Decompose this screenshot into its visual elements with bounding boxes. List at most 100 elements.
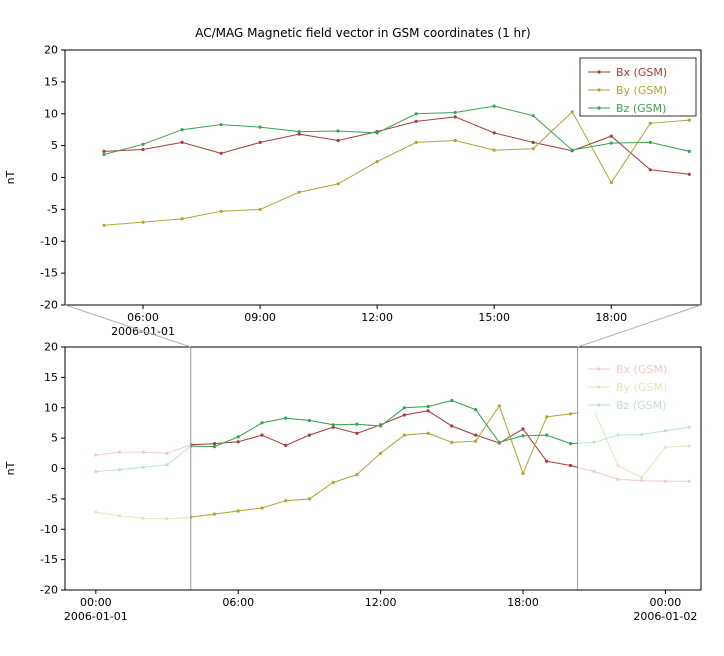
data-point-marker: [531, 140, 535, 144]
series-bz: [102, 104, 691, 157]
data-point-marker: [474, 408, 478, 412]
data-point-marker: [379, 424, 383, 428]
data-point-marker: [260, 421, 264, 425]
series-line: [103, 110, 690, 226]
y-tick-label: 0: [51, 462, 58, 475]
overview-chart: 20 15 10 5 0 -5 -10 -15 -20 00:00 06:00 12:00 18:00 0…: [4, 341, 702, 623]
data-point-marker: [402, 406, 406, 410]
data-point-marker: [640, 476, 644, 480]
chart-title: AC/MAG Magnetic field vector in GSM coor…: [195, 26, 531, 40]
y-tick-label: 5: [51, 432, 58, 445]
y-tick-label: 10: [44, 107, 58, 120]
data-point-marker: [212, 445, 217, 449]
data-point-marker: [492, 148, 496, 152]
data-point-marker: [307, 418, 311, 423]
legend-label: Bz (GSM): [616, 102, 666, 115]
data-point-marker: [414, 119, 418, 123]
data-point-marker: [219, 151, 223, 155]
data-point-marker: [453, 110, 457, 115]
y-tick-label: -5: [47, 203, 58, 216]
legend-marker: [597, 367, 601, 371]
data-point-marker: [648, 121, 652, 125]
data-point-marker: [258, 125, 262, 129]
y-tick-label: 15: [44, 75, 58, 88]
data-point-marker: [687, 444, 691, 448]
zoom-connector-left: [64, 304, 191, 348]
data-point-marker: [453, 138, 457, 143]
data-point-marker: [331, 425, 335, 429]
data-point-marker: [118, 450, 122, 454]
data-point-marker: [165, 463, 169, 467]
data-point-marker: [379, 451, 383, 455]
x-tick-label: 06:00: [127, 311, 159, 324]
legend-marker: [597, 88, 601, 92]
data-point-marker: [687, 149, 691, 153]
data-point-marker: [592, 469, 596, 474]
x-tick-label: 18:00: [595, 311, 627, 324]
y-tick-label: -15: [40, 553, 58, 566]
data-point-marker: [355, 431, 359, 435]
plot-border: [64, 346, 702, 591]
series-by: [190, 404, 578, 519]
overview-legend: Bx (GSM) By (GSM) Bz (GSM): [580, 355, 696, 413]
data-point-marker: [102, 223, 106, 227]
data-point-marker: [450, 398, 454, 403]
data-point-marker: [426, 431, 430, 435]
data-point-marker: [414, 112, 418, 116]
data-point-marker: [165, 451, 169, 455]
series-line: [103, 116, 690, 175]
data-point-marker: [331, 423, 335, 427]
data-point-marker: [375, 160, 379, 164]
data-point-marker: [568, 412, 573, 416]
data-point-marker: [474, 433, 478, 437]
x-tick-label: 12:00: [365, 596, 397, 609]
data-point-marker: [236, 435, 240, 439]
data-point-marker: [402, 433, 406, 437]
data-point-marker: [592, 440, 596, 444]
data-point-marker: [165, 517, 169, 521]
data-point-marker: [497, 440, 501, 444]
data-point-marker: [336, 129, 340, 133]
y-axis-label: nT: [4, 170, 17, 184]
data-point-marker: [355, 473, 359, 477]
data-point-marker: [375, 131, 379, 135]
data-point-marker: [331, 480, 335, 485]
data-point-marker: [118, 514, 122, 518]
data-point-marker: [355, 422, 359, 426]
legend-label: Bz (GSM): [616, 399, 666, 412]
legend-label: By (GSM): [616, 381, 667, 394]
legend-marker: [597, 403, 601, 407]
data-point-marker: [260, 433, 264, 437]
data-point-marker: [336, 138, 340, 143]
legend-marker: [597, 70, 601, 74]
series-by: [102, 110, 691, 227]
data-point-marker: [521, 434, 525, 438]
data-point-marker: [297, 190, 301, 194]
series-line: [190, 410, 578, 468]
data-point-marker: [545, 415, 549, 419]
data-point-marker: [307, 497, 311, 501]
legend-box: [579, 57, 697, 117]
data-point-marker: [258, 207, 262, 211]
data-point-marker: [180, 217, 184, 221]
x-tick-label: 18:00: [507, 596, 539, 609]
data-point-marker: [426, 404, 430, 409]
data-point-marker: [450, 424, 454, 428]
data-point-marker: [609, 134, 613, 138]
y-tick-label: -5: [47, 492, 58, 505]
data-point-marker: [141, 465, 145, 469]
series-line: [190, 404, 578, 518]
data-point-marker: [236, 509, 240, 513]
data-point-marker: [414, 140, 418, 144]
data-point-marker: [118, 468, 122, 472]
legend-box: [580, 355, 696, 413]
series-line: [190, 399, 578, 448]
data-point-marker: [663, 429, 668, 433]
x-tick-label: 09:00: [244, 311, 276, 324]
y-tick-label: 10: [44, 401, 58, 414]
data-point-marker: [474, 439, 478, 443]
data-point-marker: [141, 142, 145, 146]
zoomed-legend: Bx (GSM) By (GSM) Bz (GSM): [579, 57, 697, 117]
